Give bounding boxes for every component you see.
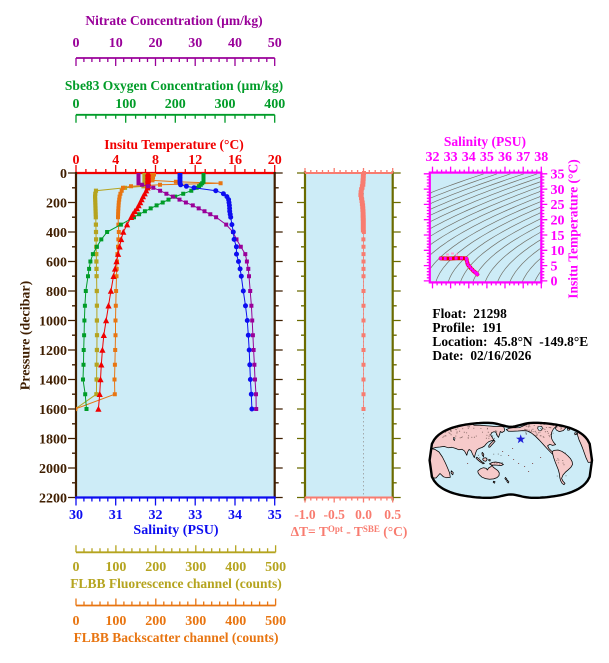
svg-text:200: 200: [145, 614, 166, 629]
svg-text:50: 50: [268, 36, 282, 51]
svg-text:30: 30: [69, 508, 83, 523]
svg-text:20: 20: [551, 214, 565, 229]
svg-text:32: 32: [149, 508, 163, 523]
svg-text:200: 200: [145, 560, 166, 575]
svg-text:300: 300: [215, 97, 236, 112]
svg-text:100: 100: [115, 97, 136, 112]
svg-text:0: 0: [73, 560, 80, 575]
svg-text:35: 35: [551, 168, 565, 183]
svg-text:Salinity (PSU): Salinity (PSU): [133, 523, 219, 538]
svg-text:1600: 1600: [39, 403, 67, 418]
svg-text:35: 35: [268, 508, 282, 523]
svg-text:Profile: 191: Profile: 191: [432, 320, 502, 335]
svg-text:1800: 1800: [39, 432, 67, 447]
svg-text:12: 12: [188, 153, 202, 168]
svg-text:100: 100: [105, 560, 126, 575]
svg-text:400: 400: [46, 226, 67, 241]
svg-text:300: 300: [185, 614, 206, 629]
svg-text:0: 0: [73, 153, 80, 168]
svg-text:32: 32: [426, 150, 440, 165]
svg-text:38: 38: [534, 150, 548, 165]
svg-text:0.5: 0.5: [384, 507, 401, 522]
svg-text:0: 0: [73, 97, 80, 112]
svg-text:1400: 1400: [39, 373, 67, 388]
svg-text:8: 8: [152, 153, 159, 168]
svg-text:34: 34: [228, 508, 242, 523]
svg-text:-0.5: -0.5: [324, 507, 346, 522]
svg-text:ΔT= TOpt - TSBE (°C): ΔT= TOpt - TSBE (°C): [291, 524, 408, 539]
svg-text:Float: 21298: Float: 21298: [432, 306, 507, 321]
svg-text:30: 30: [551, 183, 565, 198]
svg-text:25: 25: [551, 198, 565, 213]
svg-text:Date: 02/16/2026: Date: 02/16/2026: [432, 348, 531, 363]
svg-text:600: 600: [46, 255, 67, 270]
svg-text:20: 20: [149, 36, 163, 51]
svg-text:1000: 1000: [39, 314, 67, 329]
svg-text:0.0: 0.0: [355, 507, 372, 522]
svg-text:30: 30: [188, 36, 202, 51]
svg-text:500: 500: [265, 560, 286, 575]
svg-text:33: 33: [444, 150, 458, 165]
svg-text:400: 400: [225, 560, 246, 575]
svg-text:Salinity (PSU): Salinity (PSU): [444, 134, 526, 149]
svg-text:400: 400: [264, 97, 285, 112]
svg-text:Insitu Temperature (°C): Insitu Temperature (°C): [566, 159, 581, 298]
svg-text:200: 200: [46, 196, 67, 211]
svg-text:16: 16: [228, 153, 242, 168]
svg-text:0: 0: [551, 275, 558, 290]
svg-text:10: 10: [551, 244, 565, 259]
svg-text:0: 0: [73, 614, 80, 629]
svg-text:0: 0: [73, 36, 80, 51]
svg-text:-1.0: -1.0: [294, 507, 316, 522]
svg-text:2200: 2200: [39, 491, 67, 506]
svg-text:500: 500: [265, 614, 286, 629]
svg-text:400: 400: [225, 614, 246, 629]
svg-text:800: 800: [46, 285, 67, 300]
svg-text:2000: 2000: [39, 462, 67, 477]
svg-text:31: 31: [109, 508, 123, 523]
svg-text:300: 300: [185, 560, 206, 575]
svg-text:33: 33: [188, 508, 202, 523]
svg-text:34: 34: [462, 150, 476, 165]
svg-text:5: 5: [551, 259, 558, 274]
svg-text:FLBB Fluorescence channel (cou: FLBB Fluorescence channel (counts): [70, 576, 282, 591]
svg-text:FLBB Backscatter channel (coun: FLBB Backscatter channel (counts): [74, 630, 279, 645]
svg-text:4: 4: [112, 153, 119, 168]
svg-text:Insitu Temperature (°C): Insitu Temperature (°C): [104, 137, 243, 152]
svg-text:36: 36: [498, 150, 512, 165]
svg-text:35: 35: [480, 150, 494, 165]
svg-text:200: 200: [165, 97, 186, 112]
svg-text:0: 0: [60, 167, 67, 182]
svg-text:100: 100: [105, 614, 126, 629]
svg-text:1200: 1200: [39, 344, 67, 359]
svg-text:15: 15: [551, 229, 565, 244]
svg-text:10: 10: [109, 36, 123, 51]
svg-text:20: 20: [268, 153, 282, 168]
svg-text:Pressure (decibar): Pressure (decibar): [19, 280, 34, 390]
svg-text:Nitrate Concentration (µm/kg): Nitrate Concentration (µm/kg): [85, 13, 262, 28]
svg-text:40: 40: [228, 36, 242, 51]
svg-text:37: 37: [516, 150, 530, 165]
svg-text:Sbe83 Oxygen Concentration (µm: Sbe83 Oxygen Concentration (µm/kg): [65, 78, 283, 93]
svg-text:Location: 45.8°N -149.8°E: Location: 45.8°N -149.8°E: [432, 334, 588, 349]
